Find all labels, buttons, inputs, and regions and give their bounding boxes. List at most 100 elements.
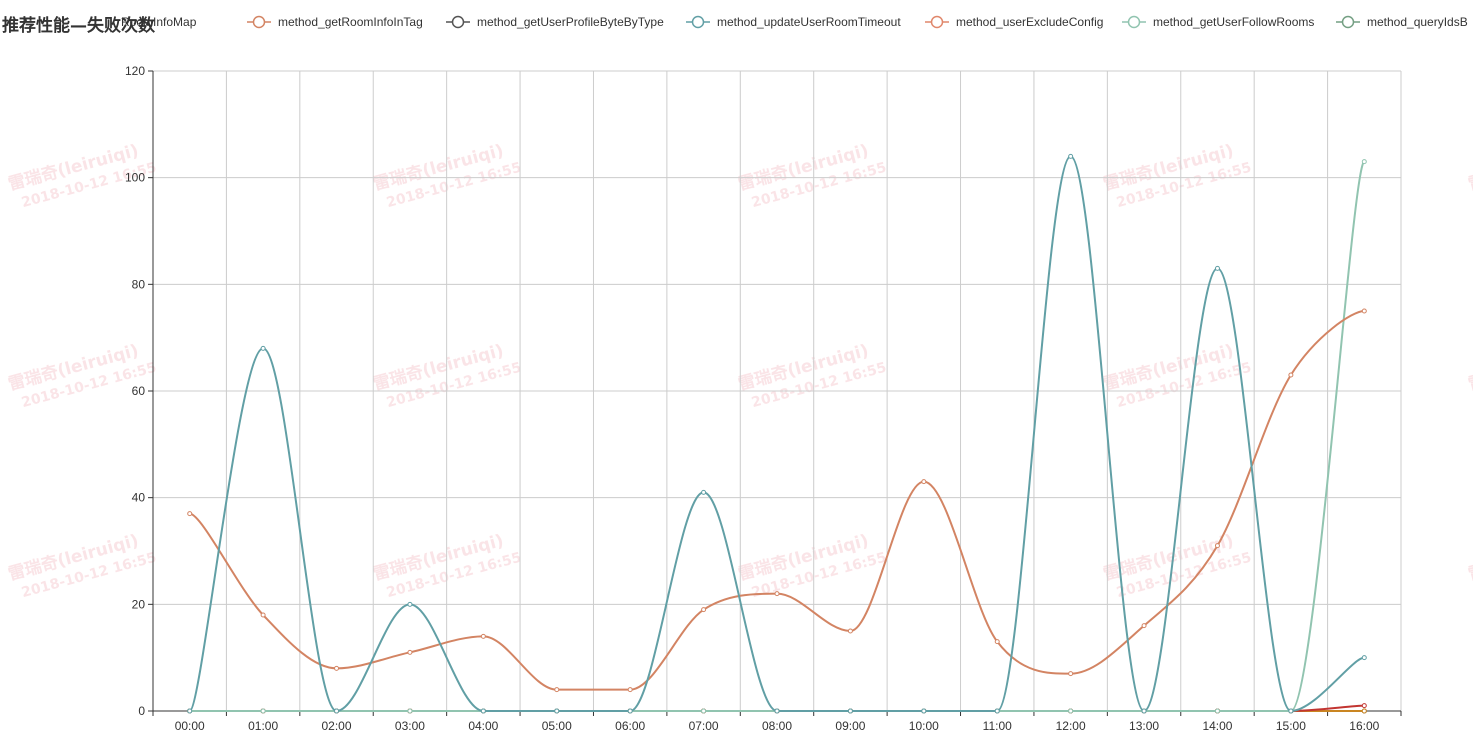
x-tick-label: 16:00 bbox=[1349, 719, 1379, 733]
watermark: 2018-10-12 16:55 bbox=[380, 0, 518, 4]
data-point bbox=[1214, 543, 1220, 549]
data-point bbox=[1068, 708, 1074, 714]
data-point bbox=[1361, 308, 1367, 314]
legend-item-marker bbox=[1127, 15, 1141, 29]
watermark: 雷瑞奇(leiruiqi)2018-10-12 16:55 bbox=[1101, 140, 1253, 211]
data-point bbox=[1214, 265, 1220, 271]
watermark: 2018-10-12 16:55 bbox=[15, 0, 153, 4]
legend-item-marker bbox=[451, 15, 465, 29]
data-point bbox=[701, 489, 707, 495]
x-tick-label: 08:00 bbox=[762, 719, 792, 733]
series-line bbox=[188, 155, 1365, 713]
data-point bbox=[480, 633, 486, 639]
x-tick-label: 07:00 bbox=[689, 719, 719, 733]
legend-item-marker bbox=[252, 15, 266, 29]
watermark: 雷瑞奇(leiruiqi)2018-10-12 16:55 bbox=[1466, 530, 1473, 585]
y-tick-label: 20 bbox=[132, 597, 146, 611]
data-point bbox=[774, 708, 780, 714]
data-point bbox=[187, 511, 193, 517]
chart-legend: RoomInfoMap method_getRoomInfoInTag method… bbox=[121, 15, 1468, 29]
x-tick-label: 09:00 bbox=[835, 719, 865, 733]
watermark-date: 2018-10-12 16:55 bbox=[1110, 0, 1248, 4]
data-point bbox=[627, 708, 633, 714]
x-tick-label: 05:00 bbox=[542, 719, 572, 733]
legend-item: method_userExcludeConfig bbox=[925, 15, 1103, 29]
data-point bbox=[627, 687, 633, 693]
data-point bbox=[847, 628, 853, 634]
series-method_getRoomInfoInTag bbox=[187, 308, 1367, 693]
data-point bbox=[260, 612, 266, 618]
watermark: 雷瑞奇(leiruiqi)2018-10-12 16:55 bbox=[1466, 340, 1473, 395]
legend-item-label: method_getUserFollowRooms bbox=[1153, 15, 1314, 29]
legend-item-label: method_getRoomInfoInTag bbox=[278, 15, 423, 29]
watermark-date: 2018-10-12 16:55 bbox=[380, 0, 518, 4]
data-point bbox=[1361, 708, 1367, 714]
series-method_updateUserRoomTimeout bbox=[187, 153, 1367, 714]
data-point bbox=[187, 708, 193, 714]
series-line bbox=[189, 160, 1366, 713]
watermark: 雷瑞奇(leiruiqi)2018-10-12 16:55 bbox=[736, 140, 888, 211]
data-point bbox=[1068, 671, 1074, 677]
legend-item-label-partial: RoomInfoMap bbox=[121, 15, 197, 29]
series-line bbox=[189, 310, 1365, 691]
data-point bbox=[1141, 708, 1147, 714]
watermark: 雷瑞奇(leiruiqi)2018-10-12 16:55 bbox=[1101, 530, 1253, 601]
x-tick-label: 13:00 bbox=[1129, 719, 1159, 733]
data-point bbox=[1214, 708, 1220, 714]
x-tick-label: 12:00 bbox=[1056, 719, 1086, 733]
x-tick-label: 03:00 bbox=[395, 719, 425, 733]
legend-item-label: method_getUserProfileByteByType bbox=[477, 15, 664, 29]
data-point bbox=[334, 708, 340, 714]
chart-title: 推荐性能—失败次数 bbox=[2, 15, 156, 36]
data-point bbox=[334, 665, 340, 671]
data-point bbox=[480, 708, 486, 714]
watermark: 雷瑞奇(leiruiqi)2018-10-12 16:55 bbox=[6, 530, 158, 601]
y-tick-label: 40 bbox=[132, 491, 146, 505]
y-tick-label: 120 bbox=[125, 64, 145, 78]
watermark: 雷瑞奇(leiruiqi)2018-10-12 16:55 bbox=[736, 340, 888, 411]
data-point bbox=[847, 708, 853, 714]
watermark-name: 雷瑞奇(leiruiqi) bbox=[1466, 140, 1473, 195]
data-point bbox=[1141, 623, 1147, 629]
data-point bbox=[1361, 703, 1367, 709]
data-point bbox=[921, 479, 927, 485]
x-tick-label: 06:00 bbox=[615, 719, 645, 733]
watermark: 雷瑞奇(leiruiqi)2018-10-12 16:55 bbox=[1101, 340, 1253, 411]
x-tick-label: 01:00 bbox=[248, 719, 278, 733]
x-tick-label: 10:00 bbox=[909, 719, 939, 733]
legend-item-label: method_queryIdsB bbox=[1367, 15, 1468, 29]
data-point bbox=[260, 708, 266, 714]
x-tick-label: 15:00 bbox=[1276, 719, 1306, 733]
watermark: 雷瑞奇(leiruiqi)2018-10-12 16:55 bbox=[6, 340, 158, 411]
data-point bbox=[921, 708, 927, 714]
x-tick-label: 04:00 bbox=[468, 719, 498, 733]
legend-item-label: method_userExcludeConfig bbox=[956, 15, 1103, 29]
data-point bbox=[554, 687, 560, 693]
x-tick-label: 02:00 bbox=[322, 719, 352, 733]
data-point bbox=[774, 591, 780, 597]
watermark-date: 2018-10-12 16:55 bbox=[15, 0, 153, 4]
legend-item: method_updateUserRoomTimeout bbox=[686, 15, 901, 29]
watermark-date: 2018-10-12 16:55 bbox=[745, 0, 883, 4]
watermark-name: 雷瑞奇(leiruiqi) bbox=[1466, 530, 1473, 585]
x-tick-label: 00:00 bbox=[175, 719, 205, 733]
data-point bbox=[407, 601, 413, 607]
watermark: 2018-10-12 16:55 bbox=[745, 0, 883, 4]
data-point bbox=[1288, 708, 1294, 714]
y-tick-label: 100 bbox=[125, 171, 145, 185]
legend-item-marker bbox=[930, 15, 944, 29]
data-point bbox=[994, 708, 1000, 714]
legend-item: method_getRoomInfoInTag bbox=[247, 15, 423, 29]
data-point bbox=[1288, 372, 1294, 378]
legend-item: method_getUserFollowRooms bbox=[1122, 15, 1314, 29]
y-tick-label: 60 bbox=[132, 384, 146, 398]
watermark: 雷瑞奇(leiruiqi)2018-10-12 16:55 bbox=[1466, 140, 1473, 195]
legend-item-marker bbox=[1341, 15, 1355, 29]
x-tick-label: 14:00 bbox=[1202, 719, 1232, 733]
data-point bbox=[407, 649, 413, 655]
legend-item: method_getUserProfileByteByType bbox=[446, 15, 664, 29]
legend-item-marker bbox=[691, 15, 705, 29]
data-point bbox=[994, 639, 1000, 645]
watermark: 2018-10-12 16:55 bbox=[1110, 0, 1248, 4]
